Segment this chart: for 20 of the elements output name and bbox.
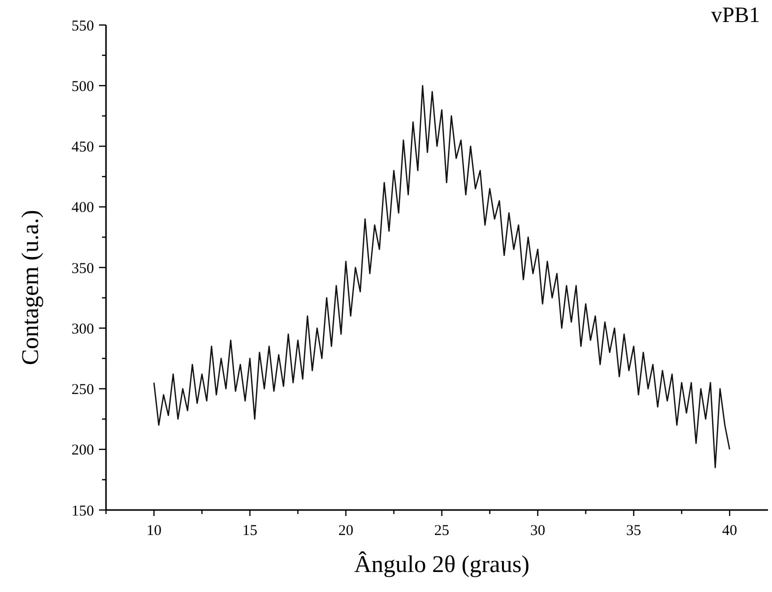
line-series [153,84,730,468]
x-tick-label: 15 [242,523,258,539]
y-tick-label: 500 [72,78,94,95]
y-tick-label: 150 [72,503,94,520]
x-tick-label: 25 [434,523,450,539]
y-tick-label: 550 [72,18,94,34]
y-tick-label: 400 [72,200,94,216]
y-axis-title: Contagem (u.a.) [18,210,44,366]
x-tick-label: 10 [146,523,162,539]
y-tick-label: 450 [72,140,94,156]
y-tick-label: 200 [72,442,94,459]
x-tick-label: 20 [338,523,354,539]
y-tick-label: 350 [72,260,94,277]
chart-title: vPB1 [711,2,760,27]
x-tick-label: 40 [722,523,738,539]
y-tick-label: 300 [72,321,94,338]
y-tick-label: 250 [72,382,94,398]
x-axis-title: Ângulo 2θ (graus) [354,551,530,578]
x-tick-label: 30 [530,523,546,539]
x-tick-label: 35 [626,523,642,539]
